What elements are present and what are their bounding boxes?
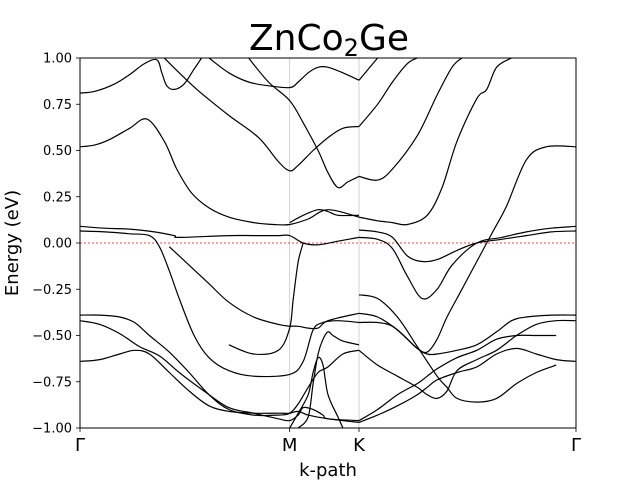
chart-title-subscript: 2 <box>344 34 359 62</box>
y-axis-label: Energy (eV) <box>2 190 23 296</box>
x-tick-label: Γ <box>571 435 581 456</box>
band-line <box>208 58 360 89</box>
band-line <box>358 225 576 300</box>
y-tick-label: 0.75 <box>43 98 72 113</box>
band-line <box>358 58 512 226</box>
band-line <box>168 246 290 327</box>
chart-title-suffix: Ge <box>359 18 409 59</box>
band-line <box>80 349 360 423</box>
band-line <box>358 312 576 356</box>
band-line <box>358 294 557 403</box>
band-line <box>297 331 360 428</box>
x-tick-label: M <box>282 435 298 456</box>
band-lines <box>80 58 576 428</box>
chart-title: ZnCo2Ge <box>249 18 409 62</box>
y-tick-label: −0.50 <box>32 329 72 344</box>
band-line <box>358 58 463 181</box>
band-line <box>358 58 379 81</box>
band-line <box>248 58 360 189</box>
y-tick-label: 0.25 <box>43 190 72 205</box>
band-line <box>80 314 360 417</box>
y-tick-label: −0.25 <box>32 283 72 298</box>
chart-title-main: ZnCo <box>249 18 344 59</box>
band-line <box>358 319 576 400</box>
band-line <box>80 225 360 246</box>
band-line <box>289 312 360 330</box>
y-tick-label: 1.00 <box>43 52 72 67</box>
y-tick-label: −0.75 <box>32 375 72 390</box>
band-line <box>80 58 203 94</box>
band-line <box>80 230 360 378</box>
x-tick-label: Γ <box>75 435 85 456</box>
band-line <box>289 208 360 224</box>
x-tick-label: K <box>353 435 366 456</box>
x-axis-label: k-path <box>299 460 357 480</box>
y-tick-label: 0.00 <box>43 237 72 252</box>
band-line <box>228 242 304 356</box>
band-line <box>80 118 360 226</box>
y-tick-label: 0.50 <box>43 144 72 159</box>
band-line <box>358 229 576 263</box>
band-line <box>163 58 360 172</box>
y-axis: −1.00 −0.75 −0.50 −0.25 0.00 0.25 0.50 0.75 1.00 <box>32 52 80 437</box>
band-line <box>358 58 418 127</box>
band-line <box>358 347 576 423</box>
y-tick-label: −1.00 <box>32 422 72 437</box>
band-line <box>358 334 557 422</box>
band-line <box>289 356 344 428</box>
